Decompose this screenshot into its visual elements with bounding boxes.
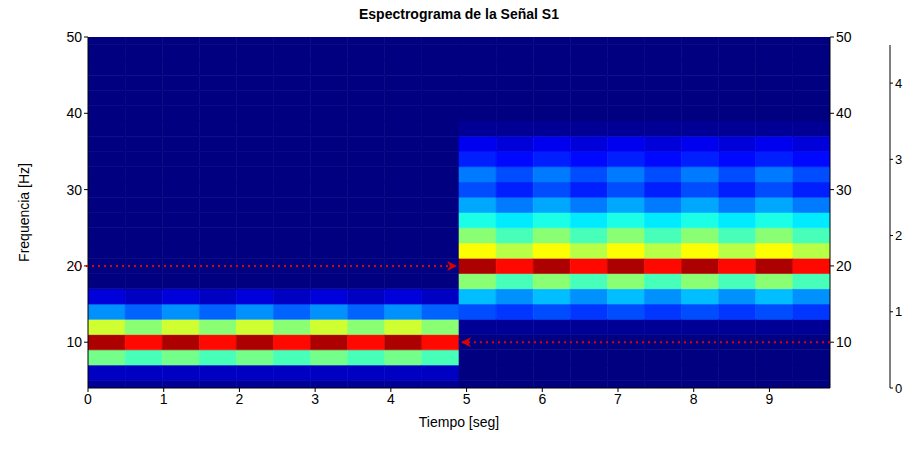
svg-text:2: 2 [895, 228, 902, 243]
svg-text:10: 10 [66, 334, 82, 350]
svg-text:7: 7 [614, 391, 622, 407]
html-text:Espectrograma de la Señal S1: Espectrograma de la Señal S1 [359, 6, 559, 22]
svg-text:3: 3 [311, 391, 319, 407]
svg-text:5: 5 [463, 391, 471, 407]
svg-text:1: 1 [160, 391, 168, 407]
svg-text:10: 10 [836, 334, 852, 350]
svg-text:40: 40 [836, 105, 852, 121]
svg-text:30: 30 [836, 182, 852, 198]
svg-text:Frequencia [Hz]: Frequencia [Hz] [16, 163, 32, 262]
svg-text:50: 50 [66, 29, 82, 45]
svg-text:4: 4 [895, 76, 902, 91]
svg-text:50: 50 [836, 29, 852, 45]
svg-text:20: 20 [836, 258, 852, 274]
svg-text:9: 9 [766, 391, 774, 407]
svg-text:20: 20 [66, 258, 82, 274]
svg-text:1: 1 [895, 304, 902, 319]
svg-text:30: 30 [66, 182, 82, 198]
svg-text:0: 0 [84, 391, 92, 407]
svg-text:2: 2 [236, 391, 244, 407]
svg-text:0: 0 [895, 381, 902, 396]
svg-text:4: 4 [387, 391, 395, 407]
svg-text:40: 40 [66, 105, 82, 121]
svg-text:8: 8 [690, 391, 698, 407]
svg-text:3: 3 [895, 152, 902, 167]
svg-text:Tiempo [seg]: Tiempo [seg] [419, 414, 499, 430]
svg-text:6: 6 [538, 391, 546, 407]
